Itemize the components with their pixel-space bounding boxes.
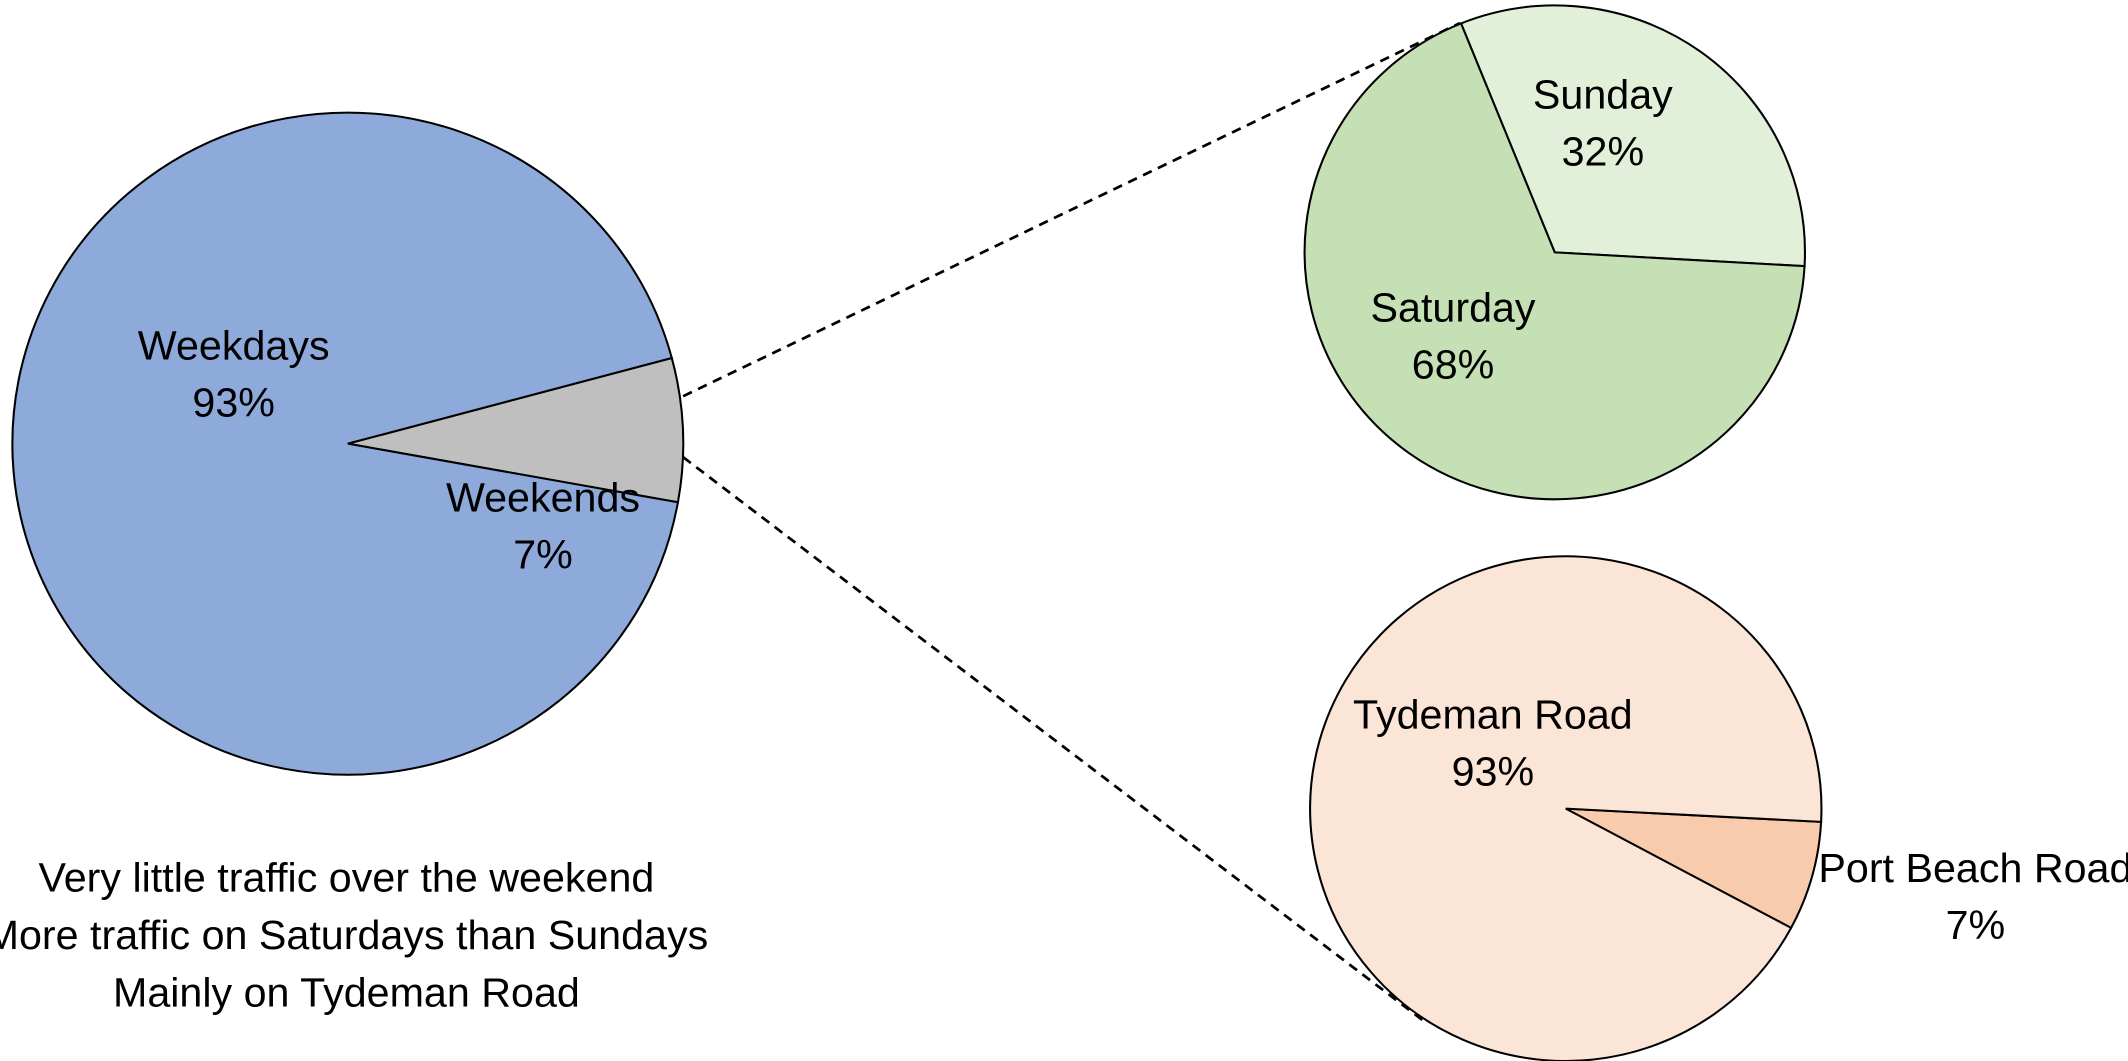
- pie-slice: [1303, 22, 1806, 501]
- annotation: Very little traffic over the weekend: [39, 855, 655, 901]
- annotation: Mainly on Tydeman Road: [113, 970, 580, 1016]
- pie-slice: [347, 356, 685, 504]
- slice-label: Saturday: [1371, 285, 1537, 331]
- slice-label: Weekends: [446, 475, 640, 521]
- connector-line: [682, 456, 1424, 1022]
- pie-slice: [1565, 807, 1823, 930]
- slice-value-label: 68%: [1412, 342, 1495, 388]
- slice-label: Tydeman Road: [1353, 692, 1633, 738]
- pie-slice: [1309, 555, 1823, 1061]
- slice-label: Sunday: [1533, 72, 1673, 118]
- slice-value-label: 93%: [1452, 749, 1535, 795]
- annotation: More traffic on Saturdays than Sundays: [0, 912, 708, 958]
- slice-value-label: 32%: [1562, 129, 1645, 175]
- slice-value-label: 7%: [1946, 902, 2006, 948]
- slice-label: Weekdays: [138, 323, 330, 369]
- pie-slice: [1459, 4, 1806, 268]
- pie-slice: [11, 111, 680, 776]
- slice-label: Port Beach Road: [1818, 845, 2128, 891]
- slice-value-label: 7%: [513, 532, 573, 578]
- connector-line: [682, 21, 1461, 398]
- slice-value-label: 93%: [192, 380, 275, 426]
